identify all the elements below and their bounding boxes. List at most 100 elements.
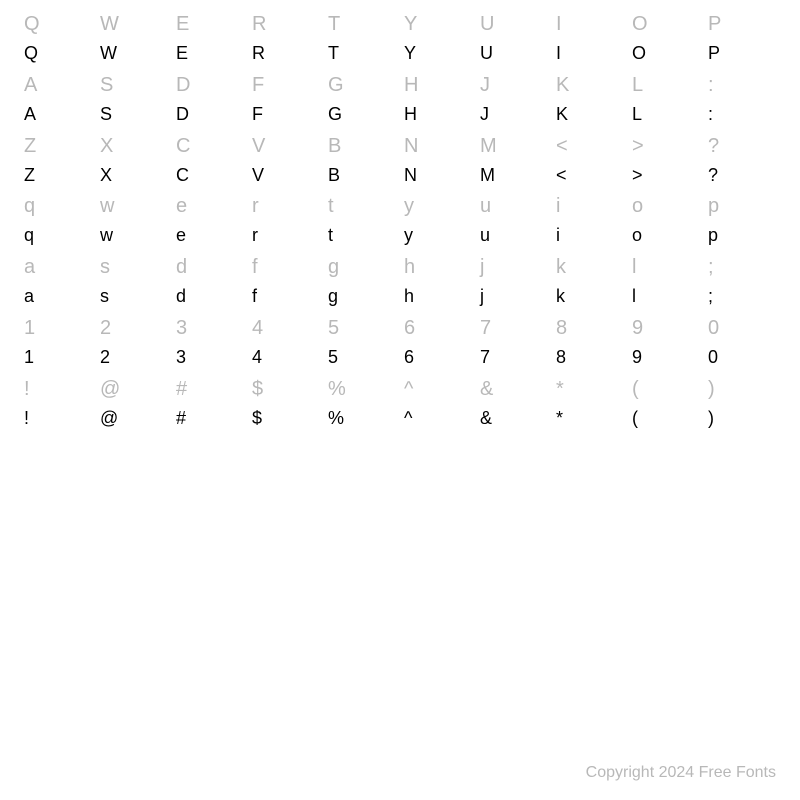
key-label: Y — [404, 10, 417, 38]
key-label: 9 — [632, 314, 643, 342]
key-label: 2 — [100, 314, 111, 342]
key-label: k — [556, 253, 566, 281]
key-label: Q — [24, 10, 40, 38]
char-cell: XX — [100, 132, 176, 193]
key-label: 0 — [708, 314, 719, 342]
font-glyph: r — [252, 220, 258, 250]
char-cell: rr — [252, 192, 328, 253]
font-glyph: # — [176, 403, 186, 433]
char-cell: oo — [632, 192, 708, 253]
key-label: C — [176, 132, 190, 160]
key-label: q — [24, 192, 35, 220]
key-label: o — [632, 192, 643, 220]
key-label: u — [480, 192, 491, 220]
char-cell: uu — [480, 192, 556, 253]
font-glyph: y — [404, 220, 413, 250]
font-glyph: H — [404, 99, 417, 129]
key-label: I — [556, 10, 562, 38]
char-cell: MM — [480, 132, 556, 193]
font-glyph: I — [556, 38, 561, 68]
key-label: a — [24, 253, 35, 281]
char-cell: FF — [252, 71, 328, 132]
key-label: e — [176, 192, 187, 220]
key-label: W — [100, 10, 119, 38]
char-cell: !! — [24, 375, 100, 436]
key-label: G — [328, 71, 344, 99]
font-glyph: f — [252, 281, 257, 311]
font-glyph: G — [328, 99, 342, 129]
font-glyph: q — [24, 220, 34, 250]
char-cell: ll — [632, 253, 708, 314]
key-label: H — [404, 71, 418, 99]
font-glyph: Y — [404, 38, 416, 68]
char-cell: yy — [404, 192, 480, 253]
key-label: d — [176, 253, 187, 281]
char-cell: gg — [328, 253, 404, 314]
key-label: : — [708, 71, 714, 99]
font-glyph: ( — [632, 403, 638, 433]
char-cell: 66 — [404, 314, 480, 375]
key-label: R — [252, 10, 266, 38]
char-cell: QQ — [24, 10, 100, 71]
key-label: S — [100, 71, 113, 99]
char-cell: ff — [252, 253, 328, 314]
font-glyph: 8 — [556, 342, 566, 372]
font-glyph: A — [24, 99, 36, 129]
font-glyph: D — [176, 99, 189, 129]
font-glyph: Q — [24, 38, 38, 68]
font-glyph: : — [708, 99, 713, 129]
font-glyph: u — [480, 220, 490, 250]
char-cell: OO — [632, 10, 708, 71]
char-cell: :: — [708, 71, 784, 132]
char-cell: ^^ — [404, 375, 480, 436]
key-label: 5 — [328, 314, 339, 342]
font-glyph: l — [632, 281, 636, 311]
key-label: < — [556, 132, 568, 160]
font-glyph: W — [100, 38, 117, 68]
font-glyph: h — [404, 281, 414, 311]
char-cell: 77 — [480, 314, 556, 375]
char-cell: TT — [328, 10, 404, 71]
font-glyph: U — [480, 38, 493, 68]
key-label: L — [632, 71, 643, 99]
char-cell: II — [556, 10, 632, 71]
key-label: 3 — [176, 314, 187, 342]
char-cell: ss — [100, 253, 176, 314]
font-glyph: K — [556, 99, 568, 129]
font-glyph: * — [556, 403, 563, 433]
char-cell: tt — [328, 192, 404, 253]
char-cell: hh — [404, 253, 480, 314]
font-glyph: B — [328, 160, 340, 190]
font-glyph: s — [100, 281, 109, 311]
font-glyph: % — [328, 403, 344, 433]
key-label: E — [176, 10, 189, 38]
font-glyph: J — [480, 99, 489, 129]
key-label: K — [556, 71, 569, 99]
key-label: i — [556, 192, 560, 220]
font-glyph: Z — [24, 160, 35, 190]
char-cell: kk — [556, 253, 632, 314]
key-label: f — [252, 253, 258, 281]
char-cell: JJ — [480, 71, 556, 132]
font-glyph: R — [252, 38, 265, 68]
font-glyph: 2 — [100, 342, 110, 372]
key-label: j — [480, 253, 484, 281]
font-glyph: p — [708, 220, 718, 250]
char-cell: ** — [556, 375, 632, 436]
char-cell: 22 — [100, 314, 176, 375]
char-cell: ZZ — [24, 132, 100, 193]
key-label: $ — [252, 375, 263, 403]
font-glyph: V — [252, 160, 264, 190]
font-glyph: t — [328, 220, 333, 250]
font-glyph: ^ — [404, 403, 412, 433]
char-cell: UU — [480, 10, 556, 71]
char-cell: ee — [176, 192, 252, 253]
char-cell: GG — [328, 71, 404, 132]
font-glyph: N — [404, 160, 417, 190]
key-label: 6 — [404, 314, 415, 342]
key-label: N — [404, 132, 418, 160]
char-cell: ww — [100, 192, 176, 253]
font-glyph: 3 — [176, 342, 186, 372]
key-label: s — [100, 253, 110, 281]
char-cell: %% — [328, 375, 404, 436]
